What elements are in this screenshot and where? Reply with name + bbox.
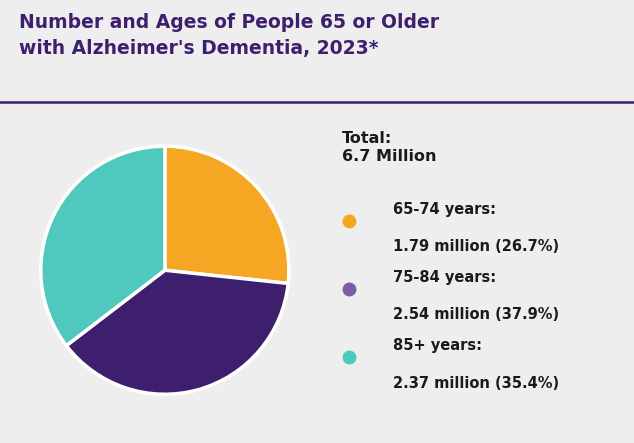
Text: 2.54 million (37.9%): 2.54 million (37.9%): [393, 307, 559, 323]
Wedge shape: [165, 146, 289, 284]
Wedge shape: [67, 270, 288, 394]
Text: 2.37 million (35.4%): 2.37 million (35.4%): [393, 376, 559, 391]
Text: 75-84 years:: 75-84 years:: [393, 270, 496, 285]
Text: Total:
6.7 Million: Total: 6.7 Million: [342, 131, 437, 164]
Text: Number and Ages of People 65 or Older
with Alzheimer's Dementia, 2023*: Number and Ages of People 65 or Older wi…: [19, 13, 439, 58]
Wedge shape: [41, 146, 165, 346]
Text: 1.79 million (26.7%): 1.79 million (26.7%): [393, 239, 559, 254]
Text: 85+ years:: 85+ years:: [393, 338, 482, 354]
Text: 65-74 years:: 65-74 years:: [393, 202, 496, 217]
